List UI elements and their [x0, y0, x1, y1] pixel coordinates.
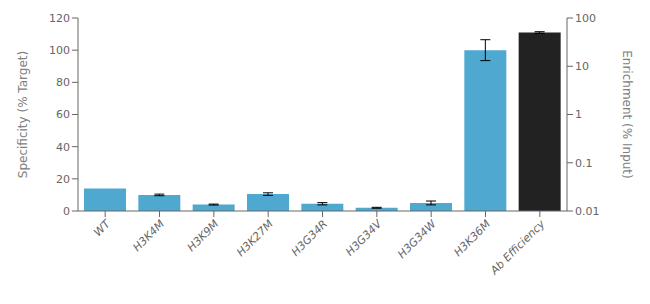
- svg-text:60: 60: [56, 108, 70, 121]
- svg-text:80: 80: [56, 76, 70, 89]
- svg-text:H3K4M: H3K4M: [130, 217, 167, 254]
- svg-text:0.1: 0.1: [575, 157, 593, 170]
- svg-text:H3G34R: H3G34R: [289, 217, 330, 258]
- svg-text:Specificity (% Target): Specificity (% Target): [16, 51, 30, 178]
- svg-text:H3K9M: H3K9M: [185, 217, 222, 254]
- svg-text:100: 100: [49, 44, 70, 57]
- svg-text:WT: WT: [91, 217, 114, 240]
- svg-text:0: 0: [63, 205, 70, 218]
- svg-text:40: 40: [56, 141, 70, 154]
- svg-text:H3G34W: H3G34W: [395, 217, 439, 261]
- svg-text:Ab Efficiency: Ab Efficiency: [487, 217, 548, 278]
- svg-text:H3G34V: H3G34V: [343, 216, 385, 258]
- svg-text:0.01: 0.01: [575, 205, 600, 218]
- svg-text:H3K36M: H3K36M: [451, 217, 493, 259]
- svg-text:10: 10: [575, 60, 589, 73]
- svg-text:H3K27M: H3K27M: [234, 217, 276, 259]
- svg-text:1: 1: [575, 108, 582, 121]
- svg-text:Enrichment (% Input): Enrichment (% Input): [620, 50, 634, 179]
- svg-text:20: 20: [56, 173, 70, 186]
- svg-text:120: 120: [49, 12, 70, 25]
- svg-text:100: 100: [575, 12, 596, 25]
